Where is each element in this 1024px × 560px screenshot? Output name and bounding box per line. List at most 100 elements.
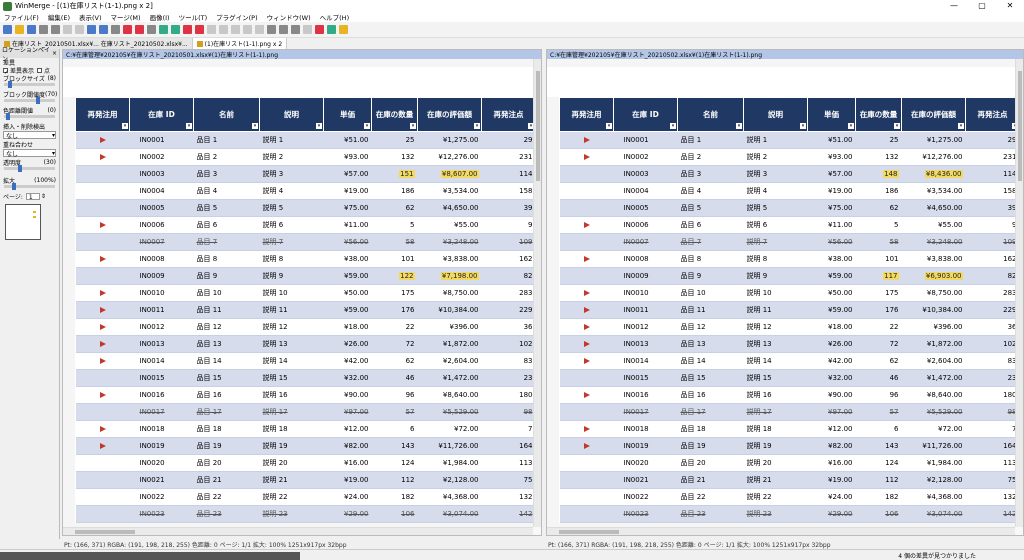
page-spinner-icon[interactable]: ⇕ — [40, 192, 46, 200]
minimize-button[interactable]: — — [950, 1, 958, 10]
block-threshold-slider[interactable] — [4, 97, 55, 104]
column-header-label: 再発注点 — [493, 110, 524, 119]
left-vertical-scrollbar[interactable] — [533, 59, 541, 527]
toolbar-icon[interactable] — [111, 25, 120, 34]
toolbar-icon[interactable] — [15, 25, 24, 34]
maximize-button[interactable]: ▢ — [978, 1, 986, 10]
menu-item-5[interactable]: ツール(T) — [178, 14, 208, 22]
menu-item-4[interactable]: 画像(I) — [149, 14, 170, 22]
toolbar-icon[interactable] — [51, 25, 60, 34]
menu-item-0[interactable]: ファイル(F) — [4, 14, 39, 22]
toolbar-icon[interactable] — [255, 25, 264, 34]
document-tab-0[interactable]: 在庫リスト_20210501.xlsx¥... 在庫リスト_20210502.x… — [0, 38, 193, 49]
cell-name: 品目 15 — [677, 369, 744, 387]
cell-value: 説明 2 — [746, 153, 768, 161]
table-row: IN0007 品目 7 説明 7 ¥56.00 58 ¥3,248.00 109 — [75, 233, 533, 251]
toolbar-icon[interactable] — [231, 25, 240, 34]
menu-item-8[interactable]: ヘルプ(H) — [319, 14, 350, 22]
toolbar-icon[interactable] — [87, 25, 96, 34]
toolbar-icon[interactable] — [207, 25, 216, 34]
right-horizontal-scrollbar[interactable] — [547, 527, 1015, 535]
cell-desc: 説明 13 — [743, 335, 808, 353]
alpha-slider[interactable] — [4, 165, 55, 172]
toolbar-icon[interactable] — [219, 25, 228, 34]
toolbar-icon[interactable] — [123, 25, 132, 34]
toolbar-icon[interactable] — [75, 25, 84, 34]
close-button[interactable]: ✕ — [1006, 1, 1014, 10]
cell-value: 品目 9 — [680, 272, 702, 280]
cell-qty: 46 — [855, 369, 902, 387]
block-size-slider[interactable] — [4, 81, 55, 88]
toolbar-icon[interactable] — [27, 25, 36, 34]
location-thumbnail[interactable] — [5, 204, 41, 240]
show-diff-checkbox[interactable]: ✓ — [3, 67, 10, 76]
reorder-flag-cell — [75, 199, 130, 217]
cell-value: ¥6,903.00 — [901, 267, 966, 285]
overlay-select[interactable]: なし ▾ — [3, 149, 56, 158]
toolbar-icon[interactable] — [135, 25, 144, 34]
menu-item-7[interactable]: ウィンドウ(W) — [266, 14, 311, 22]
toolbar-icon[interactable] — [39, 25, 48, 34]
cell-price: ¥16.00 — [323, 454, 372, 472]
menu-item-1[interactable]: 編集(E) — [47, 14, 70, 22]
cell-value: 62 — [889, 204, 899, 212]
reorder-flag-cell — [559, 267, 614, 285]
cell-desc: 説明 2 — [259, 148, 324, 166]
cell-id: IN0020 — [129, 454, 194, 472]
cell-value: 283 — [1003, 289, 1015, 297]
toolbar-icon[interactable] — [303, 25, 312, 34]
toolbar-icon[interactable] — [195, 25, 204, 34]
column-header: 説明 ▾ — [743, 97, 808, 132]
right-image-canvas[interactable]: 再発注用▾在庫 ID▾名前▾説明▾単価▾在庫の数量▾在庫の評価額▾再発注点▾ I… — [547, 59, 1015, 527]
cell-price: ¥18.00 — [323, 318, 372, 336]
cell-value: 品目 18 — [680, 425, 706, 433]
toolbar-icon[interactable] — [99, 25, 108, 34]
flag-icon — [99, 358, 106, 364]
cell-value: ¥1,984.00 — [442, 459, 479, 467]
cell-desc: 説明 2 — [743, 148, 808, 166]
table-row: IN0008 品目 8 説明 8 ¥38.00 101 ¥3,838.00 162 — [75, 250, 533, 268]
color-distance-row: 色距離閾値 (0) — [0, 106, 59, 115]
zoom-slider[interactable] — [4, 183, 55, 190]
toolbar-icon[interactable] — [243, 25, 252, 34]
toolbar-icon[interactable] — [339, 25, 348, 34]
cell-value: ¥55.00 — [417, 216, 482, 234]
filter-dropdown-icon: ▾ — [670, 123, 676, 129]
filter-dropdown-icon: ▾ — [894, 123, 900, 129]
toolbar-icon[interactable] — [171, 25, 180, 34]
toolbar-icon[interactable] — [267, 25, 276, 34]
cell-desc: 説明 16 — [743, 386, 808, 404]
document-tab-1[interactable]: (1)在庫リスト(1-1).png x 2 — [192, 38, 288, 49]
cell-value: ¥24.00 — [828, 493, 853, 501]
menu-item-2[interactable]: 表示(V) — [79, 14, 102, 22]
toolbar-icon[interactable] — [327, 25, 336, 34]
flag-icon — [99, 341, 106, 347]
toolbar-icon[interactable] — [291, 25, 300, 34]
page-input[interactable]: 1 — [25, 192, 40, 201]
cell-desc: 説明 12 — [259, 318, 324, 336]
insert-delete-select[interactable]: なし ▾ — [3, 131, 56, 140]
toolbar-icon[interactable] — [63, 25, 72, 34]
menu-item-3[interactable]: マージ(M) — [110, 14, 141, 22]
color-distance-slider[interactable] — [4, 113, 55, 120]
right-vertical-scrollbar[interactable] — [1015, 59, 1023, 527]
point-checkbox[interactable] — [37, 67, 43, 73]
left-image-canvas[interactable]: 再発注用 ▾ 在庫 ID ▾ 名前 ▾ 説明 ▾ 単価 ▾ 在庫の数量 ▾ 在庫の評価額 ▾ 再発注点 ▾ I… — [63, 59, 533, 527]
toolbar-icon[interactable] — [315, 25, 324, 34]
toolbar-icon[interactable] — [147, 25, 156, 34]
cell-value: ¥4,650.00 — [417, 199, 482, 217]
cell-name: 品目 8 — [677, 250, 744, 268]
cell-value: 101 — [885, 255, 899, 263]
location-pane-close-button[interactable]: × — [51, 50, 57, 57]
cell-value: ¥2,604.00 — [442, 357, 479, 365]
menu-item-6[interactable]: プラグイン(P) — [216, 14, 258, 22]
toolbar-icon[interactable] — [3, 25, 12, 34]
toolbar-icon[interactable] — [279, 25, 288, 34]
left-horizontal-scrollbar[interactable] — [63, 527, 533, 535]
toolbar-icon[interactable] — [183, 25, 192, 34]
toolbar-icon[interactable] — [159, 25, 168, 34]
cell-desc: 説明 18 — [259, 420, 324, 438]
cell-desc: 説明 9 — [743, 267, 808, 285]
cell-desc: 説明 20 — [259, 454, 324, 472]
column-header: 在庫 ID ▾ — [129, 97, 194, 132]
